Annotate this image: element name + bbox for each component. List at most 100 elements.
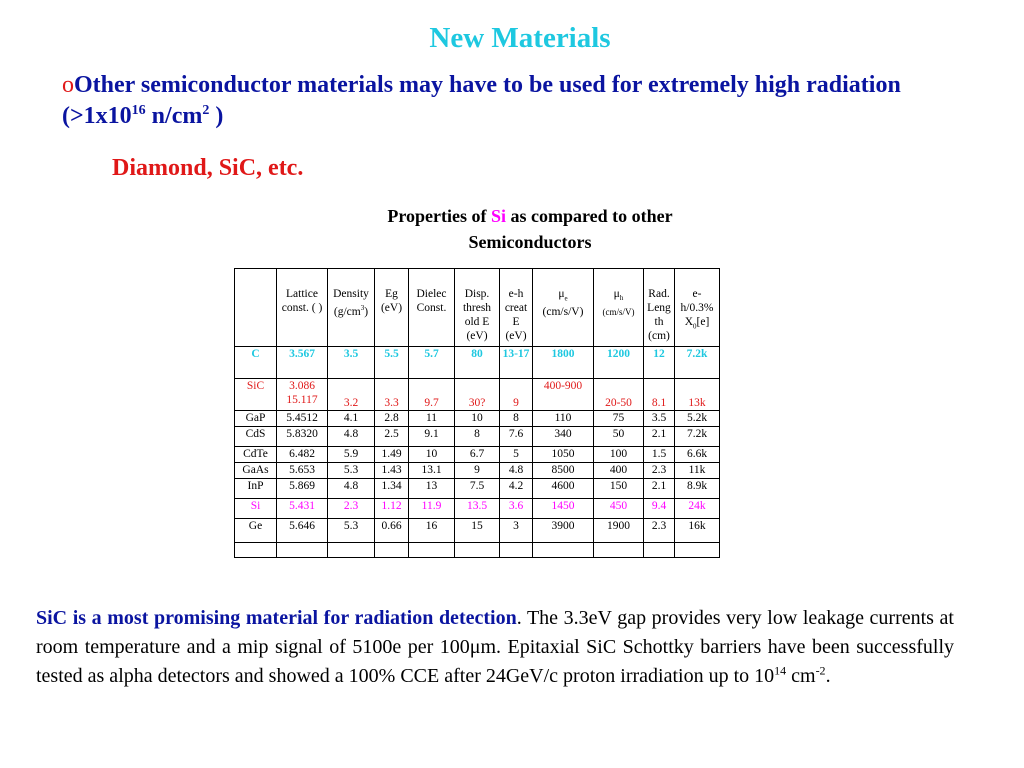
table-row-ge: Ge 5.646 5.3 0.66 16 15 3 3900 1900 2.3 … xyxy=(234,518,720,543)
cell-mu-h: 20-50 xyxy=(593,378,644,411)
cell-eg: 3.3 xyxy=(374,378,409,411)
cell-empty xyxy=(374,542,409,558)
cell-material: InP xyxy=(234,478,277,499)
cell-lattice: 5.431 xyxy=(276,498,328,519)
paragraph-lead: SiC is a most promising material for rad… xyxy=(36,607,517,629)
cell-mu-h: 1200 xyxy=(593,346,644,379)
table-row-gaas: GaAs 5.653 5.3 1.43 13.1 9 4.8 8500 400 … xyxy=(234,462,720,479)
cell-mu-e: 340 xyxy=(532,426,594,447)
cell-mu-e: 3900 xyxy=(532,518,594,543)
cell-rad: 2.1 xyxy=(643,426,675,447)
cell-mu-h: 150 xyxy=(593,478,644,499)
cell-material: Ge xyxy=(234,518,277,543)
cell-density: 2.3 xyxy=(327,498,375,519)
paragraph-exponent: 14 xyxy=(774,663,787,678)
cell-lattice: 5.8320 xyxy=(276,426,328,447)
cell-density: 4.8 xyxy=(327,478,375,499)
cell-disp: 15 xyxy=(454,518,500,543)
cell-disp: 6.7 xyxy=(454,446,500,463)
cell-empty xyxy=(408,542,455,558)
table-row-sic: SiC 3.086 15.117 3.2 3.3 9.7 30? 9 400-9… xyxy=(234,378,720,411)
slide-title: New Materials xyxy=(429,22,611,54)
paragraph-body: . The 3.3eV gap provides very low leakag… xyxy=(36,607,954,687)
cell-disp: 30? xyxy=(454,378,500,411)
cell-eh: 5 xyxy=(499,446,533,463)
cell-lattice: 3.567 xyxy=(276,346,328,379)
cell-disp: 13.5 xyxy=(454,498,500,519)
cell-disp: 7.5 xyxy=(454,478,500,499)
properties-table: Lattice const. ( ) Density (g/cm3) Eg (e… xyxy=(234,268,720,558)
cell-eh03: 16k xyxy=(674,518,720,543)
cell-rad: 2.3 xyxy=(643,518,675,543)
paragraph-end: . xyxy=(825,665,831,687)
cell-eh: 4.2 xyxy=(499,478,533,499)
cell-eh: 4.8 xyxy=(499,462,533,479)
cell-material: C xyxy=(234,346,277,379)
header-rad: Rad. Leng th (cm) xyxy=(643,268,675,347)
cell-eh: 3.6 xyxy=(499,498,533,519)
cell-rad: 8.1 xyxy=(643,378,675,411)
cell-dielec: 13 xyxy=(408,478,455,499)
cell-eh: 9 xyxy=(499,378,533,411)
table-row-gap: GaP 5.4512 4.1 2.8 11 10 8 110 75 3.5 5.… xyxy=(234,410,720,427)
cell-eh03: 11k xyxy=(674,462,720,479)
cell-mu-h: 1900 xyxy=(593,518,644,543)
cell-rad: 9.4 xyxy=(643,498,675,519)
cell-eh: 13-17 xyxy=(499,346,533,379)
cell-lattice: 5.869 xyxy=(276,478,328,499)
cell-dielec: 5.7 xyxy=(408,346,455,379)
cell-empty xyxy=(454,542,500,558)
cell-empty xyxy=(593,542,644,558)
cell-eh03: 7.2k xyxy=(674,426,720,447)
cell-eh: 8 xyxy=(499,410,533,427)
caption-after: as compared to other Semiconductors xyxy=(468,206,673,252)
cell-empty xyxy=(674,542,720,558)
table-row-empty xyxy=(234,542,720,558)
cell-eg: 2.8 xyxy=(374,410,409,427)
cell-rad: 3.5 xyxy=(643,410,675,427)
cell-disp: 10 xyxy=(454,410,500,427)
cell-dielec: 16 xyxy=(408,518,455,543)
cell-empty xyxy=(276,542,328,558)
cell-mu-e: 110 xyxy=(532,410,594,427)
bullet-exponent: 16 xyxy=(131,103,146,118)
cell-dielec: 11.9 xyxy=(408,498,455,519)
cell-empty xyxy=(499,542,533,558)
cell-mu-h: 450 xyxy=(593,498,644,519)
table-row-c: C 3.567 3.5 5.5 5.7 80 13-17 1800 1200 1… xyxy=(234,346,720,379)
cell-mu-e: 4600 xyxy=(532,478,594,499)
caption-si: Si xyxy=(490,206,506,226)
caption-before: Properties of xyxy=(387,206,491,226)
cell-rad: 12 xyxy=(643,346,675,379)
cell-density: 3.2 xyxy=(327,378,375,411)
cell-eg: 1.12 xyxy=(374,498,409,519)
bullet-text: Other semiconductor materials may have t… xyxy=(62,72,901,129)
cell-material: GaAs xyxy=(234,462,277,479)
cell-disp: 9 xyxy=(454,462,500,479)
cell-eh: 7.6 xyxy=(499,426,533,447)
cell-eg: 0.66 xyxy=(374,518,409,543)
header-lattice: Lattice const. ( ) xyxy=(276,268,328,347)
cell-density: 5.3 xyxy=(327,518,375,543)
cell-eh03: 24k xyxy=(674,498,720,519)
header-disp: Disp. thresh old E (eV) xyxy=(454,268,500,347)
cell-empty xyxy=(532,542,594,558)
table-row-si: Si 5.431 2.3 1.12 11.9 13.5 3.6 1450 450… xyxy=(234,498,720,519)
cell-empty xyxy=(327,542,375,558)
header-density: Density (g/cm3) xyxy=(327,268,375,347)
header-eg: Eg (eV) xyxy=(374,268,409,347)
table-row-cds: CdS 5.8320 4.8 2.5 9.1 8 7.6 340 50 2.1 … xyxy=(234,426,720,447)
cell-lattice: 5.646 xyxy=(276,518,328,543)
cell-mu-h: 400 xyxy=(593,462,644,479)
cell-empty xyxy=(643,542,675,558)
cell-eg: 1.34 xyxy=(374,478,409,499)
cell-lattice: 5.653 xyxy=(276,462,328,479)
cell-eh03: 6.6k xyxy=(674,446,720,463)
summary-paragraph: SiC is a most promising material for rad… xyxy=(36,604,954,691)
cell-material: CdTe xyxy=(234,446,277,463)
cell-eh03: 7.2k xyxy=(674,346,720,379)
table-caption: Properties of Si as compared to other Se… xyxy=(330,203,730,255)
table-header-row: Lattice const. ( ) Density (g/cm3) Eg (e… xyxy=(234,268,720,347)
cell-eh03: 8.9k xyxy=(674,478,720,499)
cell-material: Si xyxy=(234,498,277,519)
